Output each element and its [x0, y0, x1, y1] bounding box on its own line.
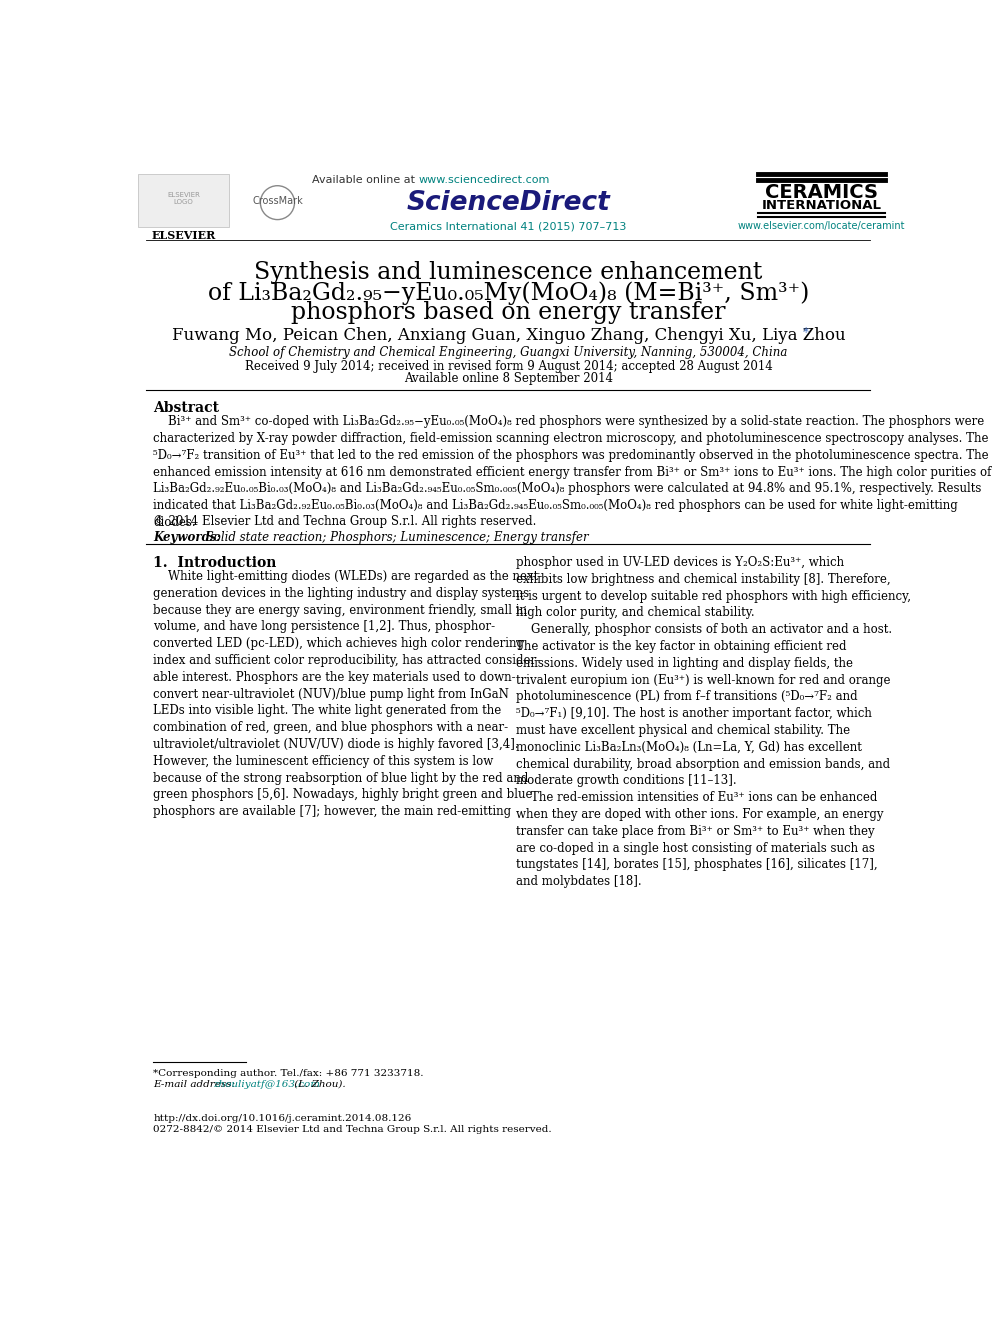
Text: http://dx.doi.org/10.1016/j.ceramint.2014.08.126: http://dx.doi.org/10.1016/j.ceramint.201… — [154, 1114, 412, 1122]
Text: of Li₃Ba₂Gd₂.₉₅−yEu₀.₀₅My(MoO₄)₈ (M=Bi³⁺, Sm³⁺): of Li₃Ba₂Gd₂.₉₅−yEu₀.₀₅My(MoO₄)₈ (M=Bi³⁺… — [207, 280, 809, 304]
Text: zhouliyatf@163.com: zhouliyatf@163.com — [213, 1080, 320, 1089]
Text: ELSEVIER
LOGO: ELSEVIER LOGO — [168, 192, 200, 205]
Text: Keywords:: Keywords: — [154, 532, 221, 545]
Text: Fuwang Mo, Peican Chen, Anxiang Guan, Xinguo Zhang, Chengyi Xu, Liya Zhou: Fuwang Mo, Peican Chen, Anxiang Guan, Xi… — [172, 327, 845, 344]
Text: phosphors based on energy transfer: phosphors based on energy transfer — [291, 302, 726, 324]
Text: Abstract: Abstract — [154, 401, 219, 415]
Text: Available online 8 September 2014: Available online 8 September 2014 — [404, 372, 613, 385]
Text: phosphor used in UV-LED devices is Y₂O₂S:Eu³⁺, which
exhibits low brightness and: phosphor used in UV-LED devices is Y₂O₂S… — [516, 556, 911, 888]
Text: ScienceDirect: ScienceDirect — [407, 191, 610, 217]
Text: www.sciencedirect.com: www.sciencedirect.com — [419, 175, 550, 184]
Text: Received 9 July 2014; received in revised form 9 August 2014; accepted 28 August: Received 9 July 2014; received in revise… — [244, 360, 773, 373]
Text: Bi³⁺ and Sm³⁺ co-doped with Li₃Ba₂Gd₂.₉₅−yEu₀.₀₅(MoO₄)₈ red phosphors were synth: Bi³⁺ and Sm³⁺ co-doped with Li₃Ba₂Gd₂.₉₅… — [154, 415, 992, 529]
Text: E-mail address:: E-mail address: — [154, 1080, 239, 1089]
Text: ELSEVIER: ELSEVIER — [152, 230, 216, 241]
Text: White light-emitting diodes (WLEDs) are regarded as the next-
generation devices: White light-emitting diodes (WLEDs) are … — [154, 570, 543, 818]
Text: Available online at: Available online at — [312, 175, 419, 184]
Text: Solid state reaction; Phosphors; Luminescence; Energy transfer: Solid state reaction; Phosphors; Lumines… — [201, 532, 588, 545]
Text: © 2014 Elsevier Ltd and Techna Group S.r.l. All rights reserved.: © 2014 Elsevier Ltd and Techna Group S.r… — [154, 515, 537, 528]
FancyBboxPatch shape — [138, 175, 229, 226]
Text: School of Chemistry and Chemical Engineering, Guangxi University, Nanning, 53000: School of Chemistry and Chemical Enginee… — [229, 347, 788, 360]
Text: INTERNATIONAL: INTERNATIONAL — [762, 200, 882, 212]
Text: (L. Zhou).: (L. Zhou). — [291, 1080, 345, 1089]
Text: www.elsevier.com/locate/ceramint: www.elsevier.com/locate/ceramint — [738, 221, 906, 230]
Text: Synthesis and luminescence enhancement: Synthesis and luminescence enhancement — [254, 261, 763, 284]
Text: *Corresponding author. Tel./fax: +86 771 3233718.: *Corresponding author. Tel./fax: +86 771… — [154, 1069, 424, 1078]
Text: *: * — [803, 325, 809, 339]
Text: 0272-8842/© 2014 Elsevier Ltd and Techna Group S.r.l. All rights reserved.: 0272-8842/© 2014 Elsevier Ltd and Techna… — [154, 1125, 553, 1134]
Text: 1.  Introduction: 1. Introduction — [154, 556, 277, 570]
Text: CERAMICS: CERAMICS — [765, 183, 878, 202]
Text: CrossMark: CrossMark — [252, 196, 303, 206]
Text: Ceramics International 41 (2015) 707–713: Ceramics International 41 (2015) 707–713 — [390, 221, 627, 232]
